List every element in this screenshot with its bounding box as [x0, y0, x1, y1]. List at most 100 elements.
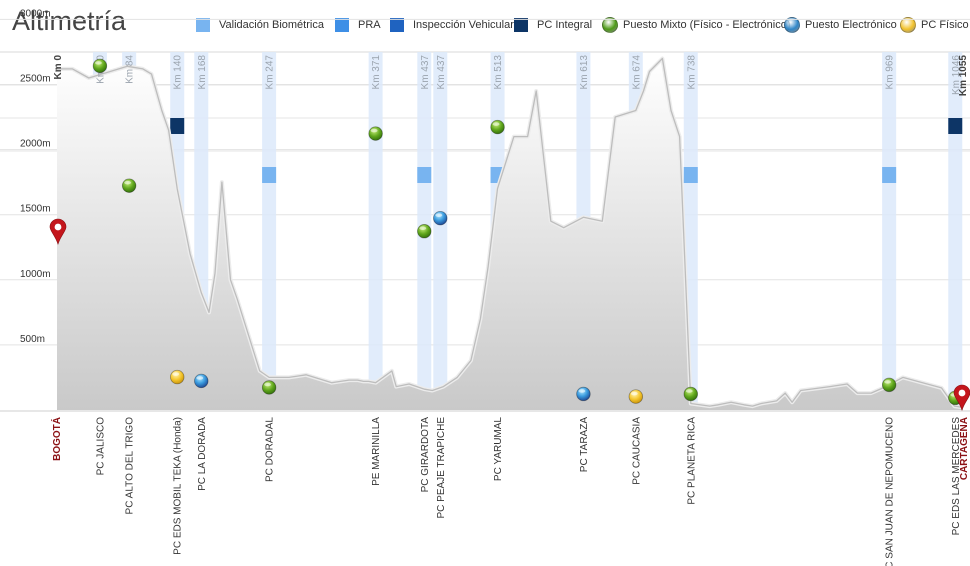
marker-highlight [264, 382, 272, 387]
marker-highlight [630, 391, 638, 396]
legend-label: Puesto Electrónico [805, 19, 897, 31]
station-name-label: PC PEAJE TRAPICHE [436, 417, 447, 519]
station-band [882, 52, 897, 410]
legend-label: PC Integral [537, 19, 593, 31]
km-label: Km 84 [125, 55, 136, 84]
marker-electronico[interactable] [194, 373, 209, 389]
station-band [948, 52, 963, 410]
legend-label: PC Físico [921, 19, 969, 31]
station-name-label: PC TARAZA [579, 417, 590, 473]
legend-item-electronico: Puesto Electrónico [784, 16, 897, 34]
marker-highlight [196, 376, 204, 380]
station-name-label: PE MARINILLA [371, 417, 382, 486]
km-label: Km 738 [686, 55, 697, 90]
marker-fisico[interactable] [628, 389, 644, 404]
marker-mixto[interactable] [92, 58, 108, 74]
legend-item-fisico: PC Físico [900, 16, 969, 34]
y-tick-label: 500m [20, 334, 45, 345]
km-label: Km 437 [436, 55, 447, 90]
legend-swatch [335, 18, 349, 32]
km-label: Km 140 [173, 55, 184, 90]
page-title: Altimetría [12, 6, 127, 36]
marker-highlight [685, 389, 693, 393]
station-band [433, 52, 448, 410]
marker-highlight [578, 389, 586, 393]
marker-mixto[interactable] [417, 224, 432, 239]
station-name-label: PC YARUMAL [493, 417, 504, 482]
location-pin-icon [953, 384, 970, 411]
marker-highlight [884, 380, 892, 384]
km-label: Km 1046 [951, 55, 962, 95]
legend-label: Puesto Mixto (Físico - Electrónico) [623, 19, 791, 31]
marker-mixto[interactable] [261, 380, 277, 395]
elevation-line [57, 57, 964, 409]
marker-highlight [172, 372, 180, 376]
y-tick-label: 3000m [20, 8, 51, 19]
km-label: Km 437 [420, 55, 431, 90]
marker-mixto[interactable] [881, 377, 897, 393]
marker-highlight [370, 128, 378, 133]
marker-mixto[interactable] [683, 386, 698, 402]
legend-ball-icon [784, 17, 800, 33]
station-name-label: PC ALTO DEL TRIGO [125, 417, 136, 515]
marker-electronico[interactable] [433, 211, 448, 226]
station-name-label: BOGOTÁ [50, 417, 63, 461]
location-pin-icon [49, 218, 67, 245]
marker-highlight [435, 213, 443, 218]
legend-swatch [390, 18, 404, 32]
station-name-label: PC CAUCASIA [631, 417, 642, 485]
legend-item-pra: PRA [335, 16, 381, 34]
service-bar-validacion [417, 167, 432, 183]
marker-electronico[interactable] [576, 386, 591, 402]
km-label: Km 168 [197, 55, 208, 90]
station-name-label: PC SAN JUAN DE NEPOMUCENO [885, 417, 896, 566]
station-name-label: PC LA DORADA [197, 417, 208, 491]
service-bar-integral [170, 118, 185, 134]
service-bar-validacion [683, 167, 698, 183]
km-label: Km 613 [579, 55, 590, 90]
elevation-area [57, 58, 963, 410]
station-name-label: CARTAGENA [959, 417, 970, 480]
legend-item-validacion: Validación Biométrica [196, 16, 324, 34]
service-bar-validacion [882, 167, 897, 183]
station-name-label: PC EDS LAS MERCEDES [951, 417, 962, 536]
y-tick-label: 2500m [20, 74, 51, 85]
station-name-label: PC PLANETA RICA [686, 417, 697, 505]
legend-item-inspeccion: Inspección Vehicular [390, 16, 514, 34]
legend-item-mixto: Puesto Mixto (Físico - Electrónico) [602, 16, 791, 34]
marker-mixto[interactable] [121, 178, 137, 193]
service-bar-integral [948, 118, 963, 134]
station-name-label: PC JALISCO [95, 417, 106, 476]
station-band [368, 52, 383, 410]
marker-highlight [95, 61, 102, 65]
y-tick-label: 1000m [20, 269, 51, 280]
service-bar-validacion [262, 167, 277, 183]
legend-swatch [196, 18, 210, 32]
y-tick-label: 1500m [20, 204, 51, 215]
legend-ball-icon [900, 17, 916, 33]
marker-mixto[interactable] [368, 126, 383, 141]
legend-label: Validación Biométrica [219, 19, 324, 31]
station-name-label: PC EDS MOBIL TEKA (Honda) [173, 417, 184, 555]
km-label: Km 674 [631, 55, 642, 90]
marker-mixto[interactable] [490, 119, 505, 135]
location-pin-hole [54, 223, 62, 231]
legend-label: Inspección Vehicular [413, 19, 514, 31]
station-band [262, 52, 277, 410]
station-name-label: PC DORADAL [265, 417, 276, 482]
legend-swatch [514, 18, 528, 32]
km-label: Km 969 [885, 55, 896, 90]
legend-label: PRA [358, 19, 381, 31]
km-label: Km 371 [371, 55, 382, 90]
marker-fisico[interactable] [170, 369, 185, 385]
station-name-label: PC GIRARDOTA [420, 417, 431, 493]
km-label: Km 247 [265, 55, 276, 90]
km-label: Km 513 [493, 55, 504, 90]
legend-item-integral: PC Integral [514, 16, 592, 34]
legend-ball-icon [602, 17, 618, 33]
marker-highlight [124, 180, 132, 185]
marker-highlight [419, 226, 427, 231]
location-pin-hole [958, 389, 966, 397]
y-tick-label: 2000m [20, 139, 51, 150]
